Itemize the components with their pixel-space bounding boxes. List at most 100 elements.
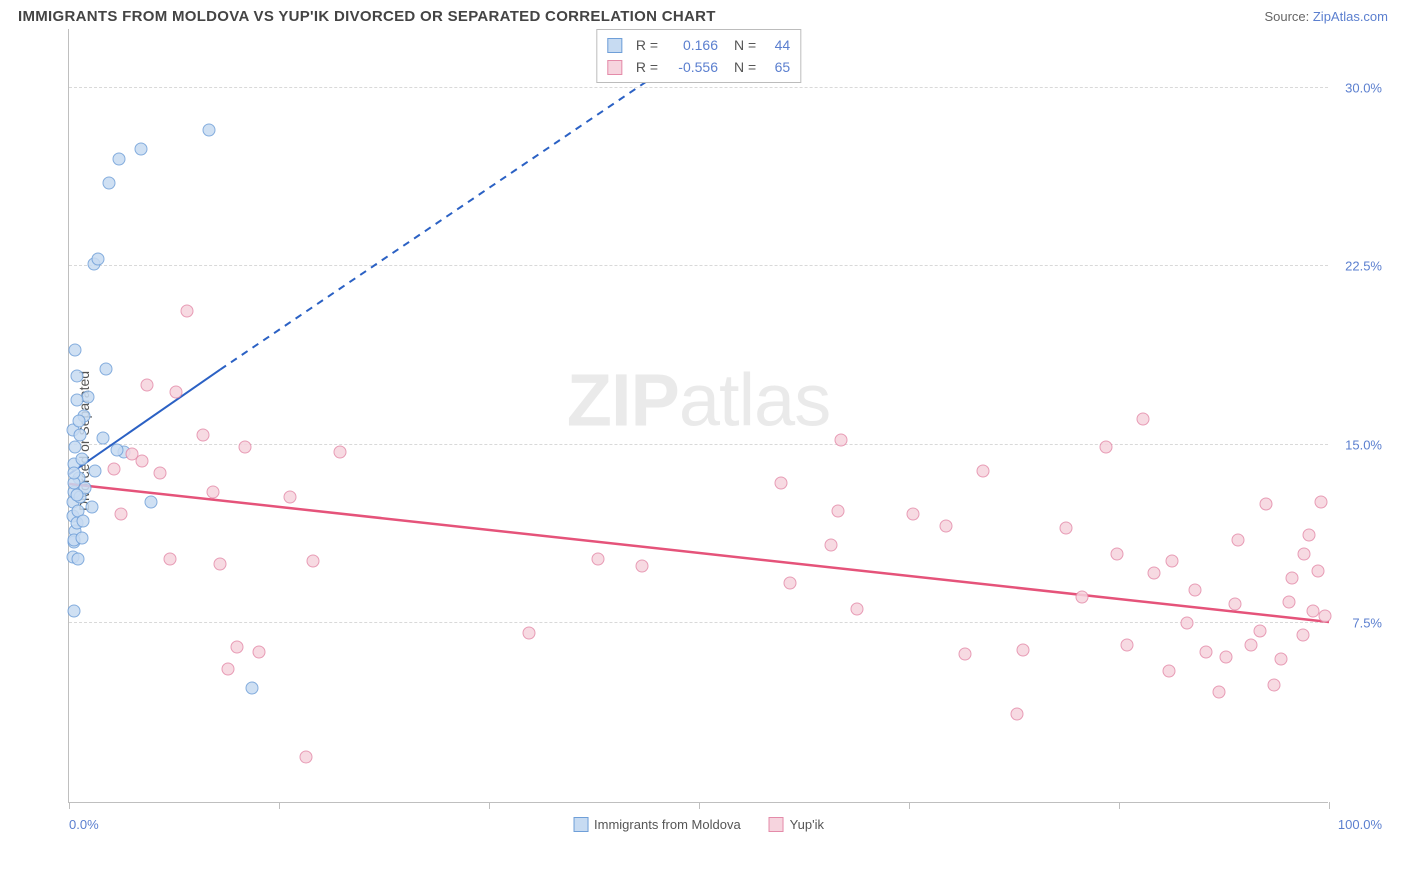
r-value: 0.166 — [666, 34, 718, 56]
data-point — [97, 431, 110, 444]
data-point — [1260, 498, 1273, 511]
x-min-label: 0.0% — [69, 817, 99, 832]
data-point — [170, 386, 183, 399]
data-point — [939, 519, 952, 532]
data-point — [592, 553, 605, 566]
data-point — [522, 626, 535, 639]
n-label: N = — [734, 56, 756, 78]
data-point — [75, 531, 88, 544]
data-point — [73, 414, 86, 427]
gridline — [69, 87, 1328, 88]
y-tick-label: 22.5% — [1345, 259, 1382, 274]
data-point — [783, 576, 796, 589]
data-point — [835, 434, 848, 447]
chart-title: IMMIGRANTS FROM MOLDOVA VS YUP'IK DIVORC… — [18, 8, 716, 25]
data-point — [1147, 567, 1160, 580]
source-link[interactable]: ZipAtlas.com — [1313, 9, 1388, 24]
data-point — [181, 305, 194, 318]
data-point — [70, 488, 83, 501]
data-point — [1219, 650, 1232, 663]
data-point — [636, 560, 649, 573]
data-point — [1306, 605, 1319, 618]
data-point — [141, 379, 154, 392]
correlation-chart: Divorced or Separated 7.5%15.0%22.5%30.0… — [18, 29, 1378, 853]
data-point — [1297, 548, 1310, 561]
data-point — [1189, 584, 1202, 597]
r-label: R = — [636, 56, 658, 78]
gridline — [69, 265, 1328, 266]
data-point — [1267, 679, 1280, 692]
r-value: -0.556 — [666, 56, 718, 78]
data-point — [1010, 707, 1023, 720]
data-point — [71, 553, 84, 566]
legend-swatch — [607, 60, 622, 75]
data-point — [74, 429, 87, 442]
data-point — [283, 491, 296, 504]
data-point — [1315, 495, 1328, 508]
data-point — [153, 467, 166, 480]
x-tick-mark — [699, 802, 700, 809]
data-point — [68, 605, 81, 618]
x-tick-mark — [69, 802, 70, 809]
legend-label: Immigrants from Moldova — [594, 817, 741, 832]
data-point — [144, 495, 157, 508]
data-point — [1199, 645, 1212, 658]
x-tick-mark — [279, 802, 280, 809]
data-point — [196, 429, 209, 442]
x-tick-mark — [489, 802, 490, 809]
data-point — [91, 253, 104, 266]
data-point — [333, 445, 346, 458]
data-point — [136, 455, 149, 468]
data-point — [103, 176, 116, 189]
n-value: 65 — [764, 56, 790, 78]
data-point — [1059, 522, 1072, 535]
legend-label: Yup'ik — [790, 817, 824, 832]
data-point — [114, 507, 127, 520]
data-point — [230, 641, 243, 654]
data-point — [1213, 686, 1226, 699]
y-tick-label: 30.0% — [1345, 80, 1382, 95]
x-tick-mark — [1119, 802, 1120, 809]
x-max-label: 100.0% — [1338, 817, 1382, 832]
data-point — [1282, 595, 1295, 608]
data-point — [907, 507, 920, 520]
data-point — [1296, 629, 1309, 642]
data-point — [134, 143, 147, 156]
data-point — [245, 681, 258, 694]
legend-swatch — [769, 817, 784, 832]
x-tick-mark — [1329, 802, 1330, 809]
source-attribution: Source: ZipAtlas.com — [1264, 9, 1388, 24]
data-point — [825, 538, 838, 551]
data-point — [1302, 529, 1315, 542]
data-point — [81, 391, 94, 404]
data-point — [1228, 598, 1241, 611]
legend-item: Immigrants from Moldova — [573, 817, 741, 832]
data-point — [69, 343, 82, 356]
gridline — [69, 622, 1328, 623]
legend-item: Yup'ik — [769, 817, 824, 832]
data-point — [307, 555, 320, 568]
data-point — [110, 443, 123, 456]
y-tick-label: 15.0% — [1345, 437, 1382, 452]
gridline — [69, 444, 1328, 445]
data-point — [202, 124, 215, 137]
x-tick-mark — [909, 802, 910, 809]
data-point — [1111, 548, 1124, 561]
data-point — [108, 462, 121, 475]
data-point — [976, 464, 989, 477]
data-point — [1165, 555, 1178, 568]
data-point — [1136, 412, 1149, 425]
data-point — [1275, 653, 1288, 666]
data-point — [1253, 624, 1266, 637]
legend-swatch — [607, 38, 622, 53]
data-point — [113, 153, 126, 166]
data-point — [239, 441, 252, 454]
watermark: ZIPatlas — [567, 358, 830, 443]
data-point — [958, 648, 971, 661]
data-point — [70, 369, 83, 382]
data-point — [1162, 665, 1175, 678]
data-point — [214, 557, 227, 570]
data-point — [1286, 572, 1299, 585]
data-point — [1121, 638, 1134, 651]
data-point — [163, 553, 176, 566]
